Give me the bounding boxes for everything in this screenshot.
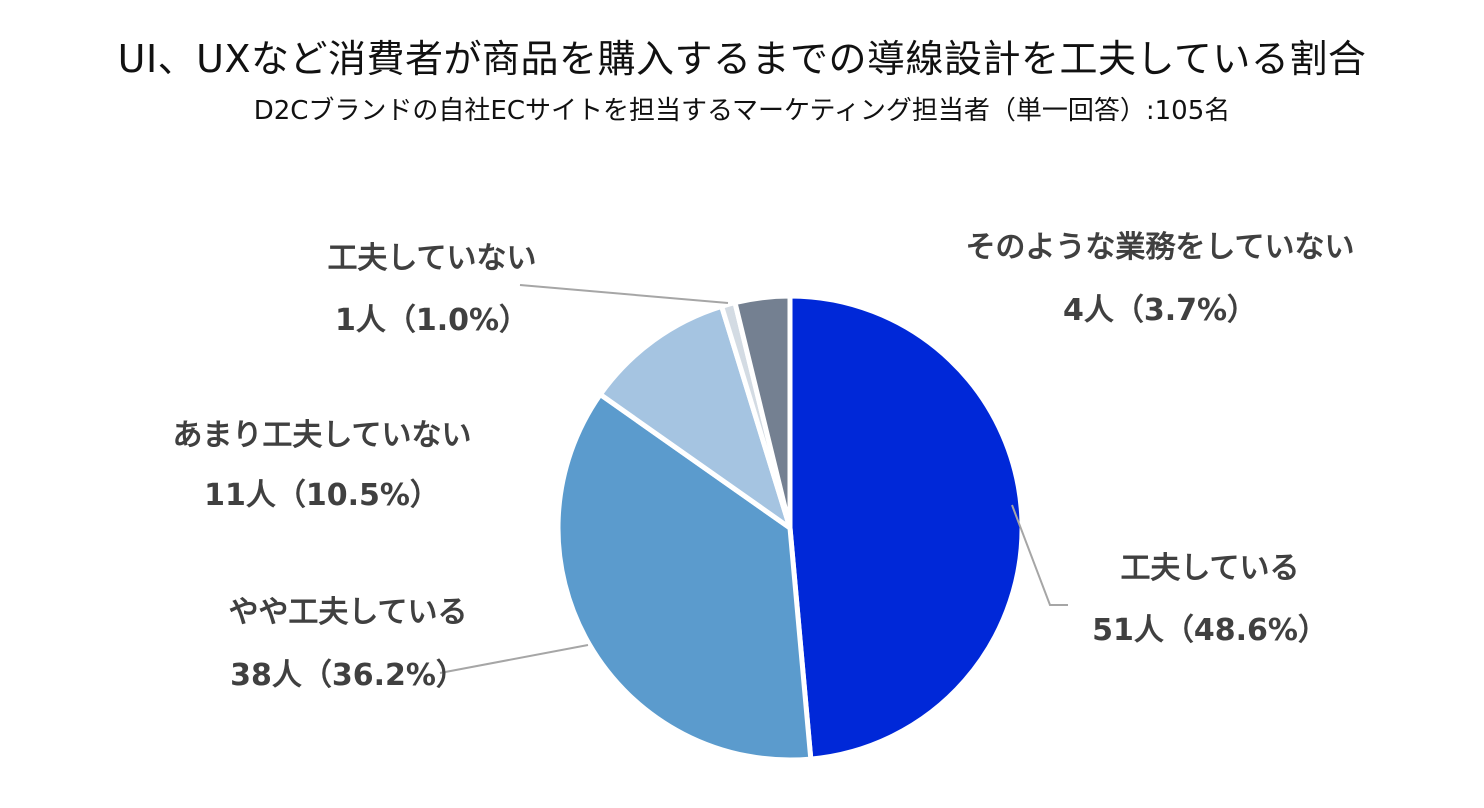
leader-line: [1011, 504, 1068, 606]
pie-slice: [597, 303, 793, 531]
slice-category-label: そのような業務をしていない: [965, 230, 1354, 265]
slice-category-label: 工夫していない: [327, 241, 536, 276]
pie-slice: [787, 293, 1025, 762]
slice-category-label: あまり工夫していない: [172, 418, 471, 453]
slice-value-label: 4人（3.7%）: [1063, 293, 1257, 328]
slice-value-label: 38人（36.2%）: [230, 658, 466, 693]
slice-value-label: 51人（48.6%）: [1092, 613, 1328, 648]
slice-value-label: 11人（10.5%）: [204, 478, 440, 513]
pie-slices: [555, 293, 1025, 763]
pie-slice: [555, 391, 814, 763]
slice-labels: 工夫している 51人（48.6%） やや工夫している 38人（36.2%） あまり工夫し…: [172, 230, 1354, 693]
slice-value-label: 1人（1.0%）: [335, 303, 529, 338]
leader-lines: [439, 284, 1068, 674]
slice-category-label: 工夫している: [1120, 551, 1299, 586]
slice-category-label: やや工夫している: [228, 595, 467, 630]
leader-line: [519, 284, 729, 304]
chart-title: UI、UXなど消費者が商品を購入するまでの導線設計を工夫している割合: [117, 37, 1367, 81]
leader-line: [439, 644, 589, 674]
chart-subtitle: D2Cブランドの自社ECサイトを担当するマーケティング担当者（単一回答）:105…: [253, 96, 1231, 126]
pie-slice: [732, 293, 793, 531]
